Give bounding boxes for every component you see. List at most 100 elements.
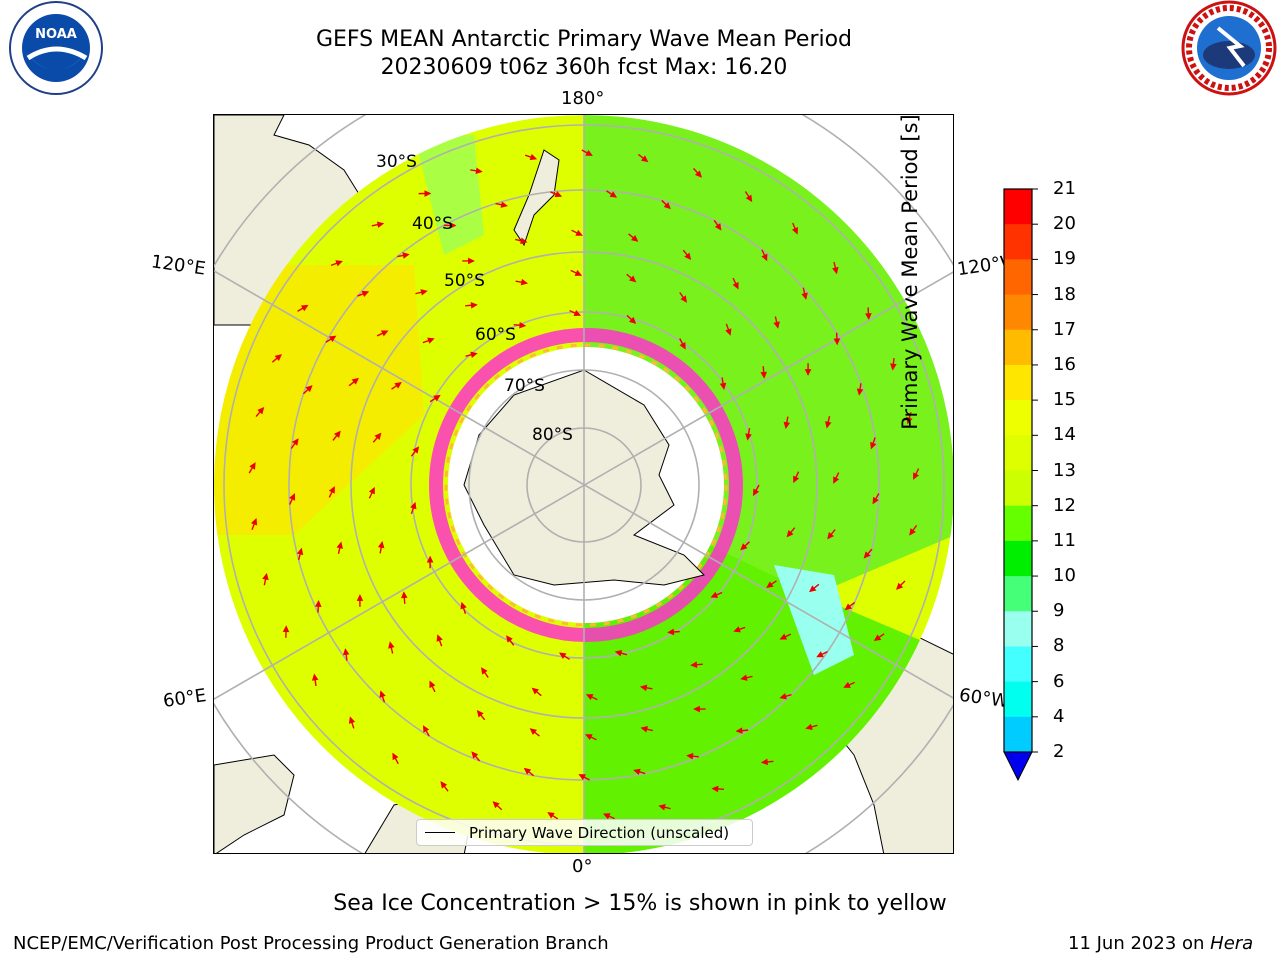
wave-arrow-head xyxy=(872,496,879,505)
colorbar-tick-label: 12 xyxy=(1053,494,1076,516)
wave-arrow-head xyxy=(257,406,265,415)
wave-arrow-head xyxy=(315,599,322,607)
wave-arrow-head xyxy=(735,727,743,734)
wave-arrow-head xyxy=(429,680,436,689)
colorbar-tick-label: 14 xyxy=(1053,424,1076,446)
lon-label-180: 180° xyxy=(561,88,605,109)
wave-arrow-head xyxy=(844,603,853,611)
wave-arrow-head xyxy=(752,488,760,497)
wave-arrow-head xyxy=(832,266,839,275)
colorbar-segment xyxy=(1004,329,1032,366)
wave-arrow-head xyxy=(289,493,296,501)
wave-arrow-head xyxy=(412,446,420,454)
wave-arrow-head xyxy=(711,785,719,793)
wave-arrow-head xyxy=(475,167,483,175)
wave-arrow-head xyxy=(376,221,385,228)
wave-arrow-head xyxy=(825,421,832,429)
wave-arrow-head xyxy=(805,723,813,731)
sea-ice-note: Sea Ice Concentration > 15% is shown in … xyxy=(333,891,947,916)
wave-arrow-head xyxy=(374,432,382,440)
wave-arrow-head xyxy=(863,551,871,559)
footer-date-text: 11 Jun 2023 on xyxy=(1068,933,1211,954)
wave-arrow-head xyxy=(529,153,538,161)
wave-arrow-head xyxy=(585,694,594,701)
legend-label: Primary Wave Direction (unscaled) xyxy=(469,824,730,842)
wave-arrow-head xyxy=(424,190,432,197)
footer-machine: Hera xyxy=(1210,933,1254,954)
colorbar-segment xyxy=(1004,189,1032,225)
wave-arrow-head xyxy=(492,801,500,809)
wave-arrow-head xyxy=(865,313,872,321)
lat-label-70s: 70°S xyxy=(504,376,545,396)
wave-arrow-head xyxy=(300,304,309,312)
wave-arrow-head xyxy=(779,633,788,640)
wave-arrow-head xyxy=(554,191,563,198)
wave-arrow-head xyxy=(361,290,370,297)
wave-arrow-head xyxy=(773,321,780,329)
wave-arrow-head xyxy=(791,227,799,235)
colorbar-tick-label: 20 xyxy=(1053,213,1076,235)
wave-arrow-head xyxy=(719,382,727,390)
wave-arrow-head xyxy=(422,725,430,733)
colorbar-tick-label: 15 xyxy=(1053,389,1076,411)
wave-arrow-head xyxy=(761,253,768,262)
wave-arrow-head xyxy=(379,690,386,698)
lat-label-60s: 60°S xyxy=(475,325,516,345)
colorbar-segment xyxy=(1004,400,1032,436)
lon-label-120e: 120°E xyxy=(149,251,207,280)
colorbar-tick-label: 11 xyxy=(1053,529,1076,551)
wave-arrow-head xyxy=(476,709,484,718)
wave-arrow-head xyxy=(410,501,417,510)
wave-arrow-head xyxy=(291,438,299,446)
wave-arrow-head xyxy=(505,635,513,643)
wave-arrow-head xyxy=(909,528,916,536)
noaa-logo: NOAA xyxy=(9,1,103,95)
wave-arrow-head xyxy=(628,316,637,324)
wave-arrow-head xyxy=(890,363,897,371)
wave-arrow-head xyxy=(760,371,767,379)
colorbar-tick-label: 6 xyxy=(1053,670,1065,692)
wave-arrow-head xyxy=(816,651,824,658)
wave-arrow-head xyxy=(342,648,350,656)
wave-arrow-head xyxy=(578,774,586,781)
polar-map: Primary Wave Direction (unscaled) xyxy=(213,114,954,854)
wave-arrow-head xyxy=(471,751,479,759)
colorbar-tick-label: 2 xyxy=(1053,741,1065,762)
wave-arrow-head xyxy=(328,335,337,342)
wave-arrow-head xyxy=(714,223,722,231)
map-canvas xyxy=(214,115,953,853)
wave-arrow-head xyxy=(827,532,835,540)
footer-credit: NCEP/EMC/Verification Post Processing Pr… xyxy=(13,933,609,954)
legend-line-sample xyxy=(425,832,455,833)
wave-arrow-head xyxy=(426,555,434,563)
wave-arrow-head xyxy=(614,650,623,657)
colorbar-segment xyxy=(1004,364,1032,401)
wave-arrow-head xyxy=(808,585,817,593)
wave-arrow-head xyxy=(725,328,732,336)
colorbar-segment xyxy=(1004,294,1032,331)
wave-arrow-head xyxy=(427,337,435,344)
wave-arrow-head xyxy=(574,269,583,276)
colorbar-tick-label: 16 xyxy=(1053,353,1076,375)
wave-arrow-head xyxy=(856,388,864,396)
colorbar-segment xyxy=(1004,224,1032,260)
wave-arrow-head xyxy=(388,641,395,649)
wave-arrow-head xyxy=(575,229,583,236)
wave-arrow-head xyxy=(460,601,467,610)
wave-arrow-head xyxy=(801,292,808,300)
wave-arrow-head xyxy=(262,572,269,581)
wave-arrow-head xyxy=(906,416,913,425)
wave-arrow-head xyxy=(420,289,428,296)
wave-arrow-head xyxy=(732,281,739,290)
colorbar-segment xyxy=(1004,576,1032,612)
map-legend: Primary Wave Direction (unscaled) xyxy=(416,819,753,846)
wave-arrow-head xyxy=(633,768,641,776)
wave-arrow-head xyxy=(686,752,694,760)
colorbar-tick-label: 13 xyxy=(1053,459,1076,481)
wave-arrow-head xyxy=(333,430,341,438)
wave-arrow-head xyxy=(804,369,812,376)
colorbar-segment xyxy=(1004,540,1032,577)
lon-label-60e: 60°E xyxy=(161,685,208,712)
wave-arrow-head xyxy=(282,625,290,633)
wave-arrow-head xyxy=(640,155,649,163)
